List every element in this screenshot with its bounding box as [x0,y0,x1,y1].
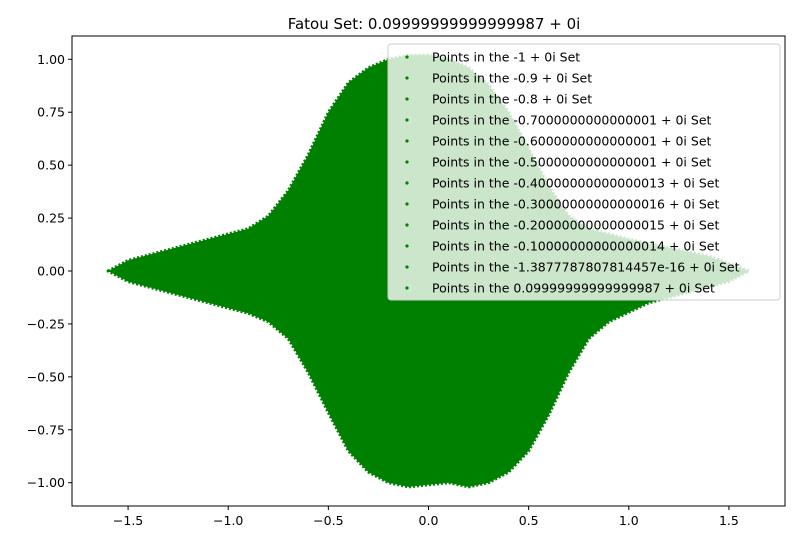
legend-label: Points in the -0.6000000000000001 + 0i S… [432,134,712,149]
legend-label: Points in the -0.30000000000000016 + 0i … [432,197,719,212]
y-tick-label: 0.00 [37,264,65,279]
x-tick-label: 1.0 [619,513,639,528]
y-tick-label: 0.50 [37,158,65,173]
legend-marker [405,223,409,227]
y-tick-label: 0.75 [37,105,65,120]
x-tick-label: −1.5 [113,513,143,528]
legend-marker [405,160,409,164]
legend-label: Points in the 0.09999999999999987 + 0i S… [432,281,715,296]
y-tick-label: −1.00 [27,475,65,490]
x-tick-label: −1.0 [213,513,243,528]
axes: −1.5 −1.0 −0.5 0.0 0.5 1.0 1.5 1.00 0.75 0.50 0.25… [27,35,786,528]
legend-marker [405,55,409,59]
chart-title: Fatou Set: 0.09999999999999987 + 0i [288,15,581,33]
legend-label: Points in the -1 + 0i Set [432,50,580,65]
legend-marker [405,118,409,122]
legend-marker [405,265,409,269]
legend-marker [405,244,409,248]
y-tick-label: 1.00 [37,52,65,67]
legend-label: Points in the -0.5000000000000001 + 0i S… [432,155,712,170]
legend-marker [405,139,409,143]
x-tick-label: 0.5 [519,513,539,528]
x-tick-label: −0.5 [313,513,343,528]
x-tick-label: 1.5 [719,513,739,528]
legend-marker [405,97,409,101]
y-tick-label: −0.25 [27,316,65,331]
y-tick-label: 0.25 [37,211,65,226]
legend-label: Points in the -0.7000000000000001 + 0i S… [432,113,712,128]
legend-label: Points in the -1.3877787807814457e-16 + … [432,260,740,275]
legend-label: Points in the -0.9 + 0i Set [432,71,592,86]
y-tick-label: −0.75 [27,422,65,437]
legend-label: Points in the -0.10000000000000014 + 0i … [432,239,719,254]
y-tick-label: −0.50 [27,369,65,384]
legend-marker [405,286,409,290]
legend-marker [405,181,409,185]
legend-marker [405,76,409,80]
legend: Points in the -1 + 0i Set Points in the -… [387,43,781,301]
legend-box [387,43,781,301]
legend-label: Points in the -0.20000000000000015 + 0i … [432,218,719,233]
legend-label: Points in the -0.8 + 0i Set [432,92,592,107]
legend-marker [405,202,409,206]
legend-label: Points in the -0.40000000000000013 + 0i … [432,176,719,191]
x-tick-label: 0.0 [419,513,439,528]
